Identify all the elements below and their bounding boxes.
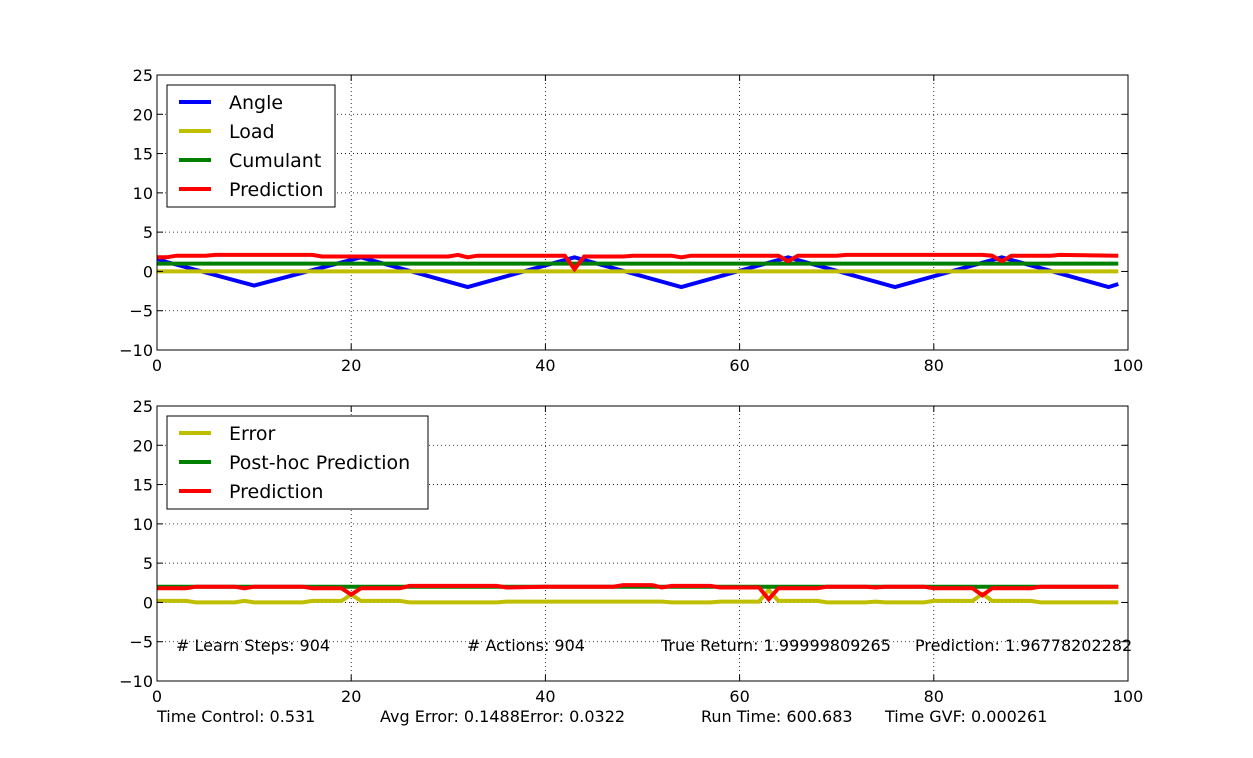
bottom-ticks: 0 20 40 60 80 100 25 20 15 10 5 0 −5 −10 [119,397,1143,706]
bottom-subplot: 0 20 40 60 80 100 25 20 15 10 5 0 −5 −10 Error Post-ho… [119,397,1143,706]
x-tick-label: 100 [1113,687,1144,706]
y-tick-label: −10 [119,341,153,360]
footer-stats: Time Control: 0.531 Avg Error: 0.1488Err… [156,707,1047,726]
x-tick-label: 40 [535,687,555,706]
y-tick-label: 10 [133,515,153,534]
x-tick-label: 60 [729,356,749,375]
y-tick-label: −5 [129,302,153,321]
legend-label: Post-hoc Prediction [229,452,410,474]
actions-annotation: # Actions: 904 [467,636,585,655]
top-ticks: 0 20 40 60 80 100 25 20 15 10 5 0 −5 −10 [119,66,1143,375]
run-time-text: Run Time: 600.683 [701,707,853,726]
legend-label: Error [229,423,276,445]
x-tick-label: 0 [152,356,162,375]
y-tick-label: 15 [133,476,153,495]
y-tick-label: 20 [133,436,153,455]
series-line-prediction [157,583,1119,603]
y-tick-label: 25 [133,397,153,416]
y-tick-label: 25 [133,66,153,85]
bottom-series-lines [157,583,1119,605]
legend-label: Load [229,121,275,143]
x-tick-label: 80 [924,687,944,706]
top-plot-frame [156,74,1129,351]
series-line-error [157,586,1119,605]
learn-steps-annotation: # Learn Steps: 904 [176,636,330,655]
y-tick-label: 5 [143,554,153,573]
y-tick-label: 0 [143,262,153,281]
top-legend: Angle Load Cumulant Prediction [166,84,336,208]
avg-error-text: Avg Error: 0.1488Error: 0.0322 [380,707,625,726]
legend-label: Prediction [229,179,323,201]
y-tick-label: 15 [133,145,153,164]
top-subplot: 0 20 40 60 80 100 25 20 15 10 5 0 −5 −10 Angle Load Cum… [119,66,1143,375]
prediction-annotation: Prediction: 1.96778202282 [915,636,1132,655]
time-gvf-text: Time GVF: 0.000261 [884,707,1047,726]
y-tick-label: −10 [119,672,153,691]
top-series-lines [156,252,1119,290]
legend-label: Cumulant [229,150,321,172]
x-tick-label: 20 [341,356,361,375]
x-tick-label: 100 [1113,356,1144,375]
x-tick-label: 60 [729,687,749,706]
x-tick-label: 80 [924,356,944,375]
x-tick-label: 40 [535,356,555,375]
y-tick-label: 20 [133,105,153,124]
bottom-plot-frame [156,405,1129,682]
y-tick-label: 0 [143,593,153,612]
legend-box [166,84,336,208]
y-tick-label: 10 [133,184,153,203]
y-tick-label: −5 [129,633,153,652]
legend-label: Angle [229,92,283,114]
legend-label: Prediction [229,481,323,503]
bottom-legend: Error Post-hoc Prediction Prediction [166,415,429,510]
true-return-annotation: True Return: 1.99999809265 [660,636,891,655]
y-tick-label: 5 [143,223,153,242]
x-tick-label: 0 [152,687,162,706]
series-line-prediction [157,252,1119,273]
x-tick-label: 20 [341,687,361,706]
time-control-text: Time Control: 0.531 [156,707,315,726]
